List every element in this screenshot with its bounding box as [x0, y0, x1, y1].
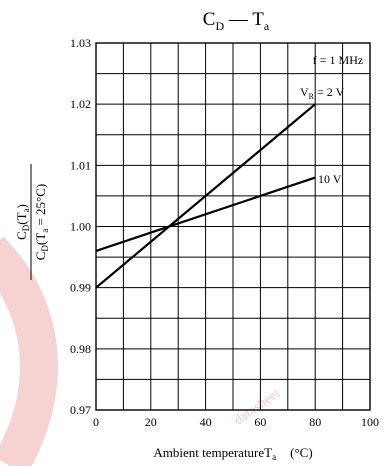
y-tick-label: 0.98 [70, 342, 91, 356]
title-var: T [252, 9, 264, 30]
series-label-2v-sub: R [309, 92, 315, 101]
x-tick-label: 40 [200, 415, 212, 429]
y-num-paren-sub: a [21, 208, 31, 212]
y-tick-label: 0.99 [70, 281, 91, 295]
y-den-paren-sub: a [40, 229, 50, 233]
x-axis-label-unit: (°C) [290, 445, 313, 460]
x-axis-label: Ambient temperatureTa (°C) [153, 445, 312, 462]
series-label-10v: 10 V [318, 172, 342, 186]
y-num-paren: (T [14, 212, 29, 224]
x-tick-label: 80 [309, 415, 321, 429]
y-tick-label: 1.02 [70, 97, 91, 111]
y-tick-label: 1.01 [70, 158, 91, 172]
chart-title: CD — Ta [203, 9, 270, 33]
y-tick-label: 0.97 [70, 403, 91, 417]
y-tick-label: 1.00 [70, 220, 91, 234]
series-label-2v-rest: = 2 V [314, 85, 345, 99]
x-tick-label: 20 [145, 415, 157, 429]
title-base: C [203, 9, 216, 30]
y-tick-label: 1.03 [70, 36, 91, 50]
y-den-paren: (T [33, 233, 48, 245]
series-label-2v: VR = 2 V [300, 85, 345, 101]
y-den-rest: = 25°C) [33, 184, 48, 229]
y-axis-label: CD(Ta) CD(Ta = 25°C) [14, 164, 50, 280]
title-base-sub: D [215, 19, 224, 33]
x-tick-label: 100 [361, 415, 379, 429]
watermark: datasheet [0, 236, 283, 466]
x-axis-label-sym-sub: a [272, 452, 276, 462]
y-axis-label-denominator: CD(Ta = 25°C) [33, 184, 50, 260]
title-sep: — [224, 9, 252, 30]
y-num-sub: D [21, 224, 31, 231]
series-line-1 [95, 176, 316, 253]
x-axis-label-sym: T [264, 445, 272, 460]
y-axis-label-numerator: CD(Ta) [14, 204, 31, 240]
series-layer [95, 103, 316, 289]
title-var-sub: a [264, 19, 270, 33]
x-tick-labels: 0 20 40 60 80 100 [93, 415, 379, 429]
y-num-base: C [14, 231, 29, 240]
y-tick-labels: 0.97 0.98 0.99 1.00 1.01 1.02 1.03 [70, 36, 91, 417]
series-label-2v-main: V [300, 85, 309, 99]
series-line-0 [95, 103, 316, 289]
x-tick-label: 0 [93, 415, 99, 429]
plot-frame [95, 42, 371, 411]
y-num-close: ) [14, 204, 29, 208]
y-den-base: C [33, 252, 48, 261]
y-den-sub: D [40, 245, 50, 252]
watermark-arc [0, 236, 58, 466]
x-axis-label-text: Ambient temperature [153, 445, 264, 460]
condition-label: f = 1 MHz [313, 53, 363, 67]
x-tick-label: 60 [254, 415, 266, 429]
